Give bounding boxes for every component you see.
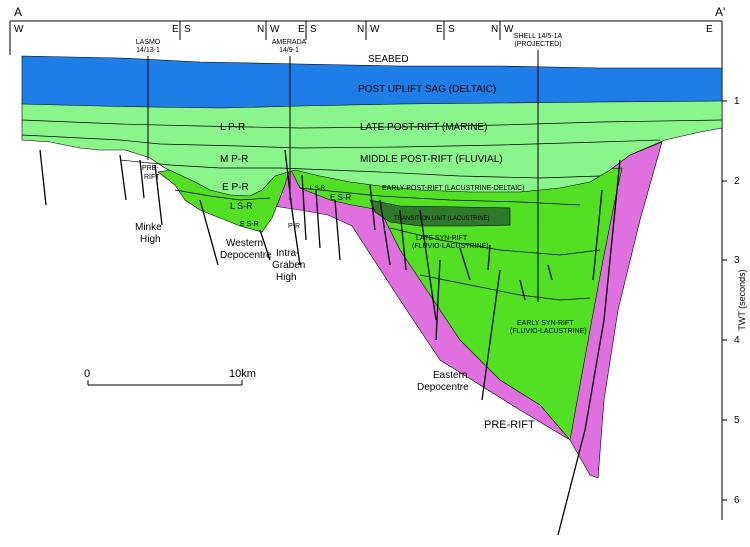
twt-tick-1: 1 xyxy=(734,96,740,107)
label-late-syn-rift-2: (FLUVIO-LACUSTRINE) xyxy=(412,243,489,250)
orient-e-1: E xyxy=(172,24,179,35)
label-seabed: SEABED xyxy=(368,54,409,65)
label-esr: E S-R xyxy=(240,221,259,228)
well-lasmo-id: 14/13-1 xyxy=(136,47,160,54)
horizon-lines xyxy=(21,119,723,301)
well-amerada-name: AMERADA xyxy=(272,39,307,46)
orient-w-1: W xyxy=(14,24,24,35)
orient-e-2: E xyxy=(298,24,305,35)
orient-s-3: S xyxy=(448,24,455,35)
label-pre-rift: PRE-RIFT xyxy=(484,419,535,431)
label-late-post-rift: LATE POST-RIFT (MARINE) xyxy=(360,122,487,133)
orient-w-4: W xyxy=(504,24,514,35)
label-early-post-rift: EARLY POST-RIFT (LACUSTRINE-DELTAIC) xyxy=(382,185,525,192)
orient-s-2: S xyxy=(310,24,317,35)
label-esr-mid: E S-R xyxy=(330,193,352,202)
orientation-ticks xyxy=(179,21,501,40)
label-lsr: L S-R xyxy=(230,201,253,211)
label-mpr: M P-R xyxy=(220,154,248,165)
section-end-right: A' xyxy=(715,5,725,19)
orient-e-3: E xyxy=(436,24,443,35)
label-lpr: L P-R xyxy=(220,122,245,133)
label-post-uplift-sag: POST UPLIFT SAG (DELTAIC) xyxy=(358,84,496,95)
twt-axis-title: TWT (seconds) xyxy=(737,269,747,330)
orient-w-2: W xyxy=(270,24,280,35)
twt-tick-4: 4 xyxy=(734,335,740,346)
well-shell-name: SHELL 14/5-1A xyxy=(514,33,563,40)
label-late-syn-rift: LATE SYN-RIFT xyxy=(416,235,468,242)
post-uplift-sag-body xyxy=(21,55,723,109)
twt-tick-2: 2 xyxy=(734,176,740,187)
label-minke-2: High xyxy=(140,234,161,245)
orient-s-1: S xyxy=(184,24,191,35)
well-lasmo-name: LASMO xyxy=(136,39,161,46)
scale-bar xyxy=(87,380,243,386)
label-pre-rift-small-1: PRE- xyxy=(142,165,159,172)
orient-e-4: E xyxy=(706,24,713,35)
label-early-syn-rift-2: (FLUVIO-LACUSTRINE) xyxy=(510,328,587,335)
label-middle-post-rift: MIDDLE POST-RIFT (FLUVIAL) xyxy=(360,154,503,165)
twt-tick-3: 3 xyxy=(734,255,740,266)
label-intra-1: Intra- xyxy=(276,248,299,259)
twt-tick-6: 6 xyxy=(734,495,740,506)
label-pr: P-R xyxy=(288,223,300,230)
scale-zero: 0 xyxy=(84,368,90,380)
label-western-1: Western xyxy=(226,238,263,249)
orient-n-2: N xyxy=(357,24,364,35)
label-western-2: Depocentre xyxy=(220,250,272,261)
label-pre-rift-small-2: RIFT xyxy=(144,174,160,181)
well-amerada-id: 14/9-1 xyxy=(279,47,299,54)
orient-n-1: N xyxy=(257,24,264,35)
scale-ten: 10km xyxy=(229,368,256,380)
orient-n-3: N xyxy=(491,24,498,35)
label-eastern-1: Eastern xyxy=(433,370,467,381)
label-transition-unit: TRANSITION UNIT (LACUSTRINE) xyxy=(394,216,490,222)
faults xyxy=(39,149,621,536)
well-lines xyxy=(147,50,539,302)
label-epr: E P-R xyxy=(222,182,249,193)
section-end-left: A xyxy=(14,5,22,19)
label-eastern-2: Depocentre xyxy=(417,382,469,393)
label-early-syn-rift: EARLY SYN-RIFT xyxy=(517,320,574,327)
label-intra-2: Graben xyxy=(272,260,305,271)
label-intra-3: High xyxy=(276,272,297,283)
label-lsr-small: L S-R xyxy=(310,186,326,192)
well-shell-proj: (PROJECTED) xyxy=(514,41,561,48)
orient-w-3: W xyxy=(370,24,380,35)
label-minke-1: Minke xyxy=(135,222,162,233)
twt-tick-5: 5 xyxy=(734,415,740,426)
twt-axis xyxy=(722,100,727,501)
